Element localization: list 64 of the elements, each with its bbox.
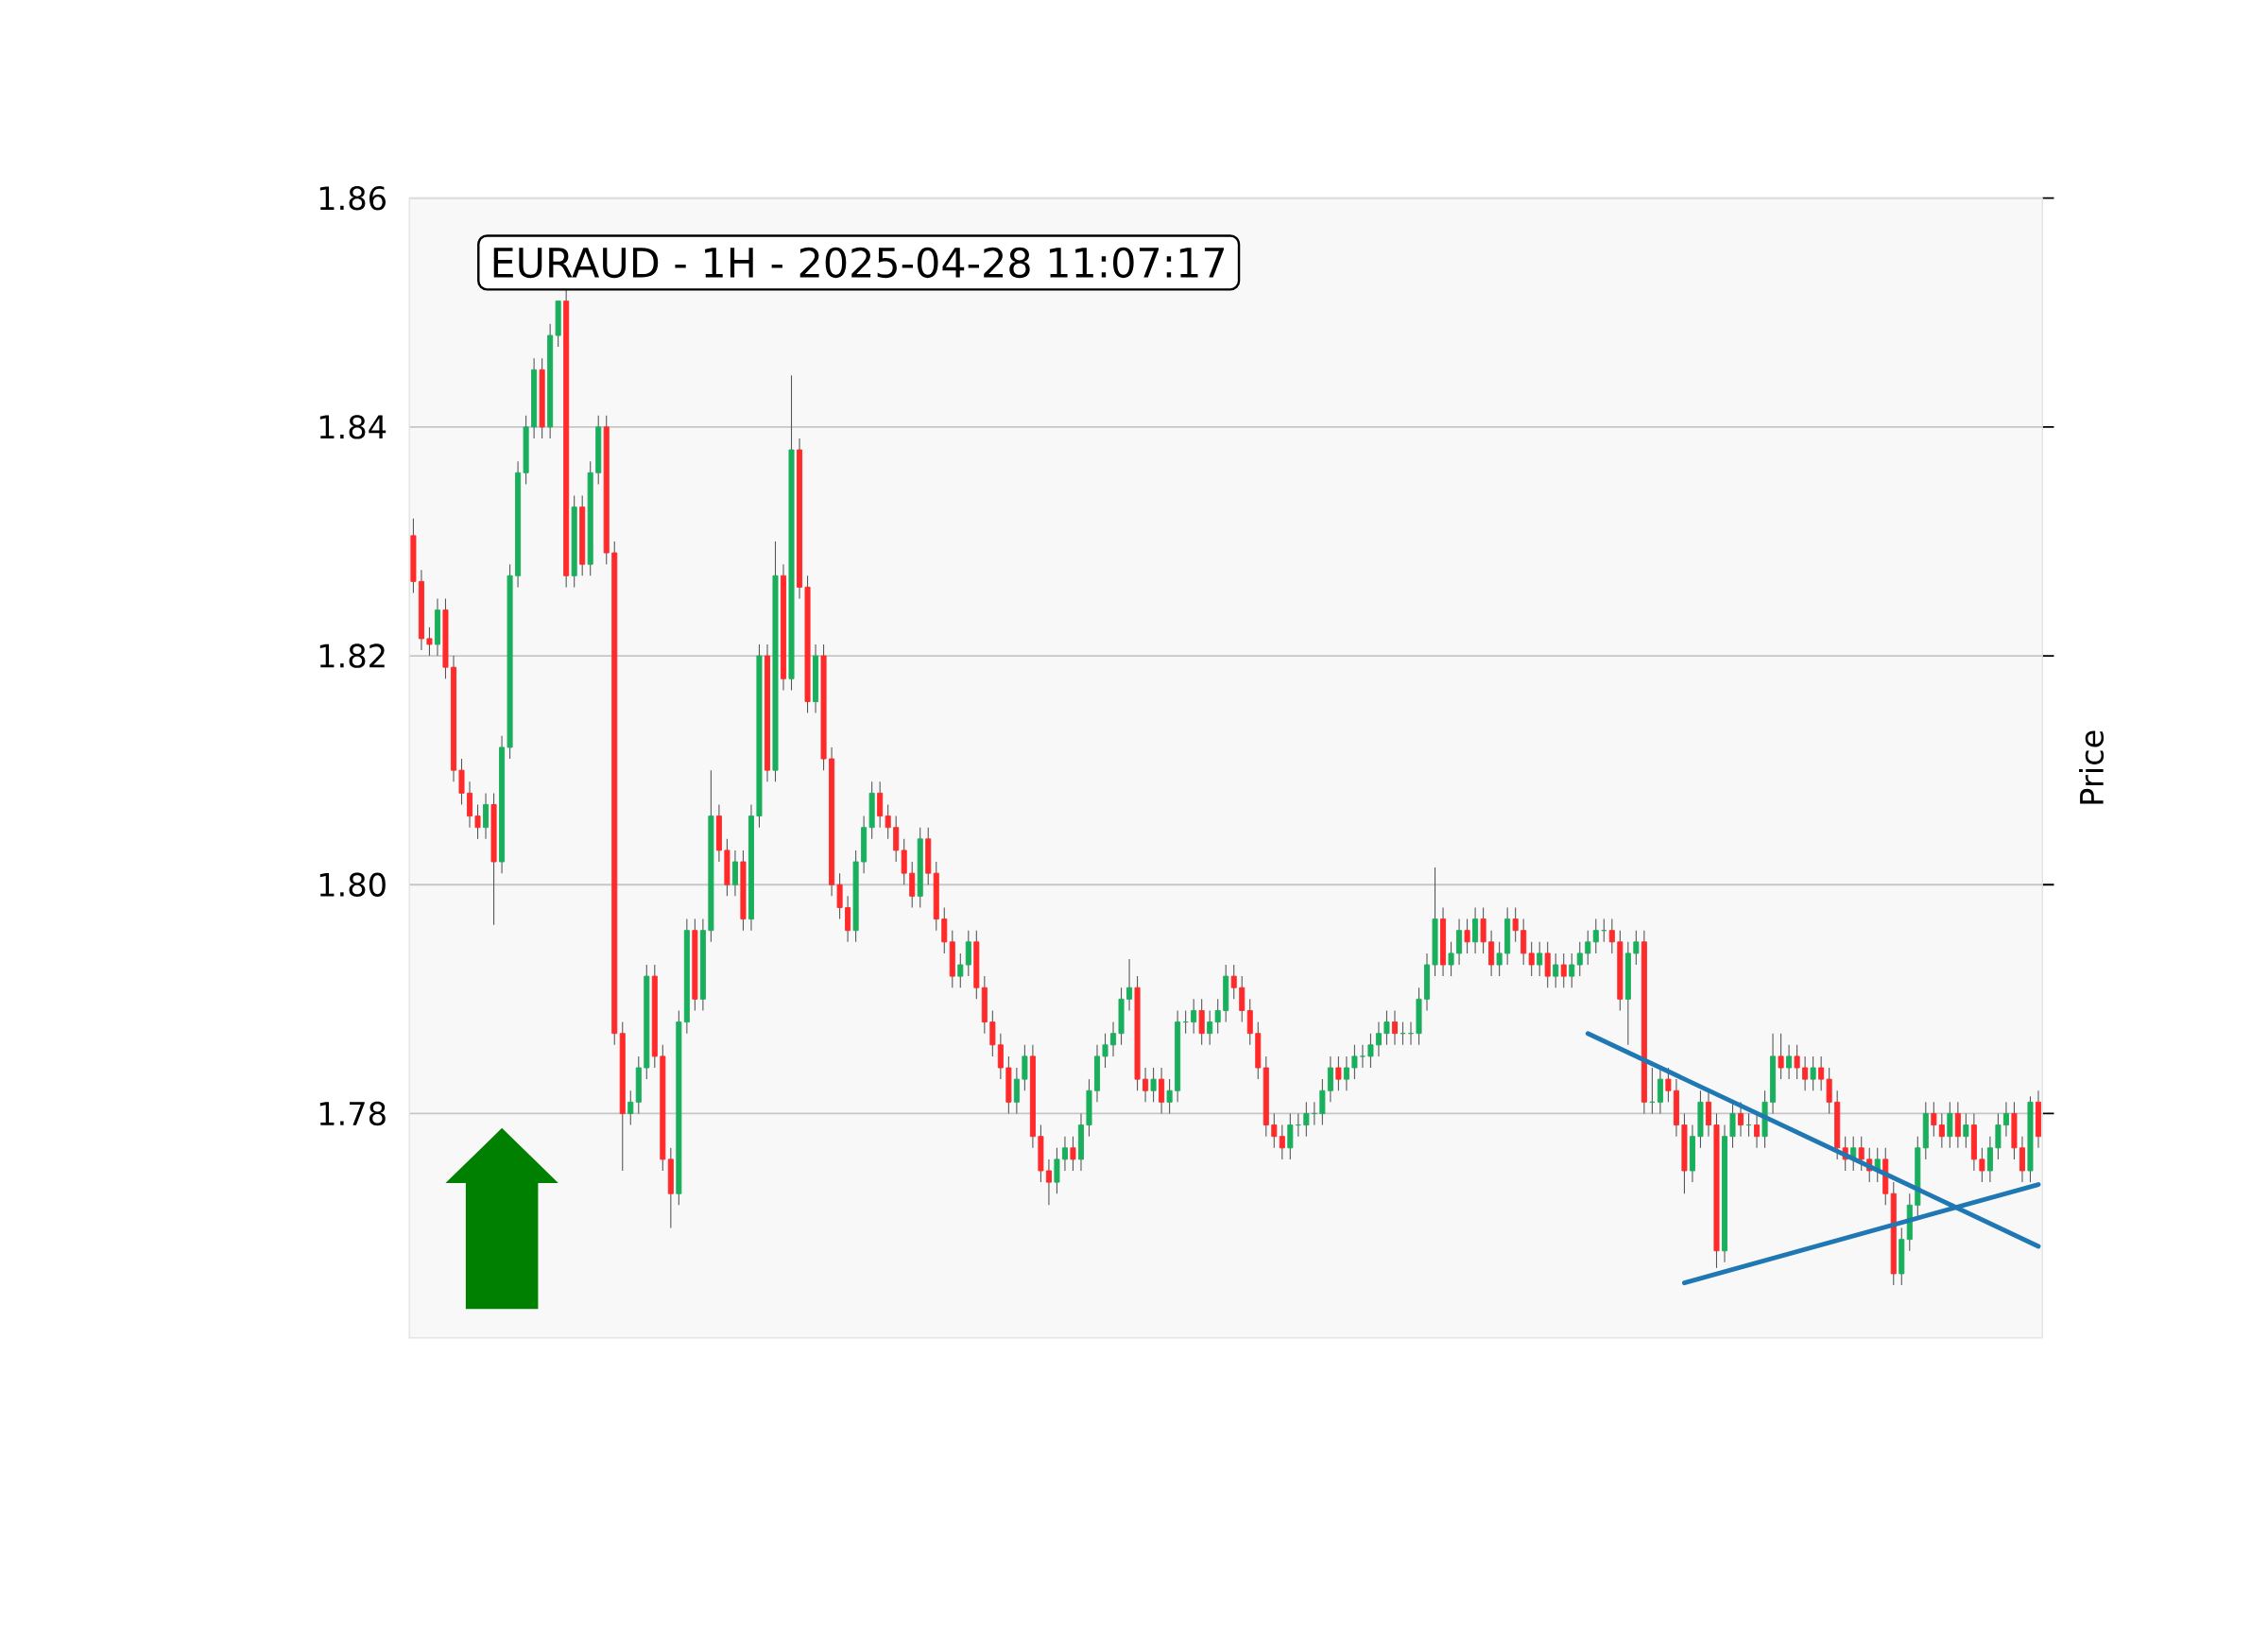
candlestick	[1230, 964, 1237, 1000]
candlestick	[1343, 1055, 1349, 1091]
candlestick	[1802, 1055, 1809, 1091]
candlestick	[1335, 1055, 1342, 1091]
candlestick	[1569, 952, 1575, 988]
candlestick	[1938, 1112, 1945, 1149]
candlestick	[1537, 941, 1543, 977]
candlestick	[1464, 918, 1470, 954]
candlestick	[1858, 1136, 1864, 1172]
y-tick-label: 1.86	[319, 185, 386, 211]
candlestick	[1375, 1021, 1382, 1057]
candlestick	[1576, 941, 1583, 977]
y-tick-label: 1.82	[319, 643, 385, 668]
candlestick	[1794, 1044, 1800, 1080]
candlestick	[1191, 998, 1197, 1035]
candlestick	[1214, 998, 1221, 1035]
candlestick	[1665, 1067, 1672, 1103]
y-axis-title: Price	[2079, 730, 2105, 804]
candlestick	[1528, 941, 1535, 977]
y-tick-label: 1.84	[319, 415, 387, 439]
candlestick	[627, 1090, 634, 1126]
candlestick	[1391, 1009, 1398, 1046]
candlestick	[1070, 1136, 1076, 1172]
candlestick	[2002, 1101, 2009, 1138]
candlestick	[1102, 1033, 1108, 1069]
candlestick	[1560, 952, 1567, 988]
candlestick	[1303, 1101, 1310, 1138]
candlestick	[1359, 1044, 1366, 1069]
candlestick	[1818, 1055, 1825, 1091]
candlestick	[1143, 1067, 1149, 1103]
candlestick	[1166, 1078, 1173, 1114]
candlestick	[1963, 1112, 1969, 1149]
candlestick	[1367, 1033, 1374, 1069]
candlestick	[1810, 1055, 1816, 1091]
candlestick	[1496, 941, 1503, 977]
candlestick	[1931, 1101, 1937, 1138]
candlestick	[1448, 941, 1454, 977]
candlestick	[1061, 1136, 1068, 1172]
candlestick	[1126, 958, 1133, 1011]
candlestick	[474, 803, 481, 840]
candlestick	[1778, 1033, 1784, 1080]
candlestick	[957, 952, 964, 988]
candlestick	[1110, 1021, 1117, 1057]
candlestick	[1738, 1101, 1744, 1138]
candlestick	[1351, 1044, 1358, 1080]
y-tick-label: 1.80	[319, 872, 386, 897]
candlestick	[1150, 1067, 1157, 1103]
candlestick	[1608, 918, 1615, 954]
candlestick	[1633, 930, 1640, 966]
y-tick-label: 1.78	[319, 1101, 386, 1126]
text: EURAUD - 1H - 2025-04-28 11:07:17	[493, 247, 1225, 279]
candlestick	[1786, 1044, 1793, 1080]
candlestick	[885, 803, 891, 840]
candlestick	[1553, 952, 1559, 988]
candlestick	[1383, 1009, 1390, 1046]
candlestick	[1279, 1124, 1285, 1160]
candlestick	[1979, 1147, 1985, 1183]
candlestick	[1585, 930, 1591, 966]
candlestick	[1207, 1009, 1213, 1046]
candlestick	[1045, 1158, 1052, 1206]
candlestick	[1271, 1112, 1278, 1149]
candlestick	[426, 626, 433, 657]
candlestick	[1592, 918, 1599, 954]
candlestick	[1512, 906, 1519, 943]
